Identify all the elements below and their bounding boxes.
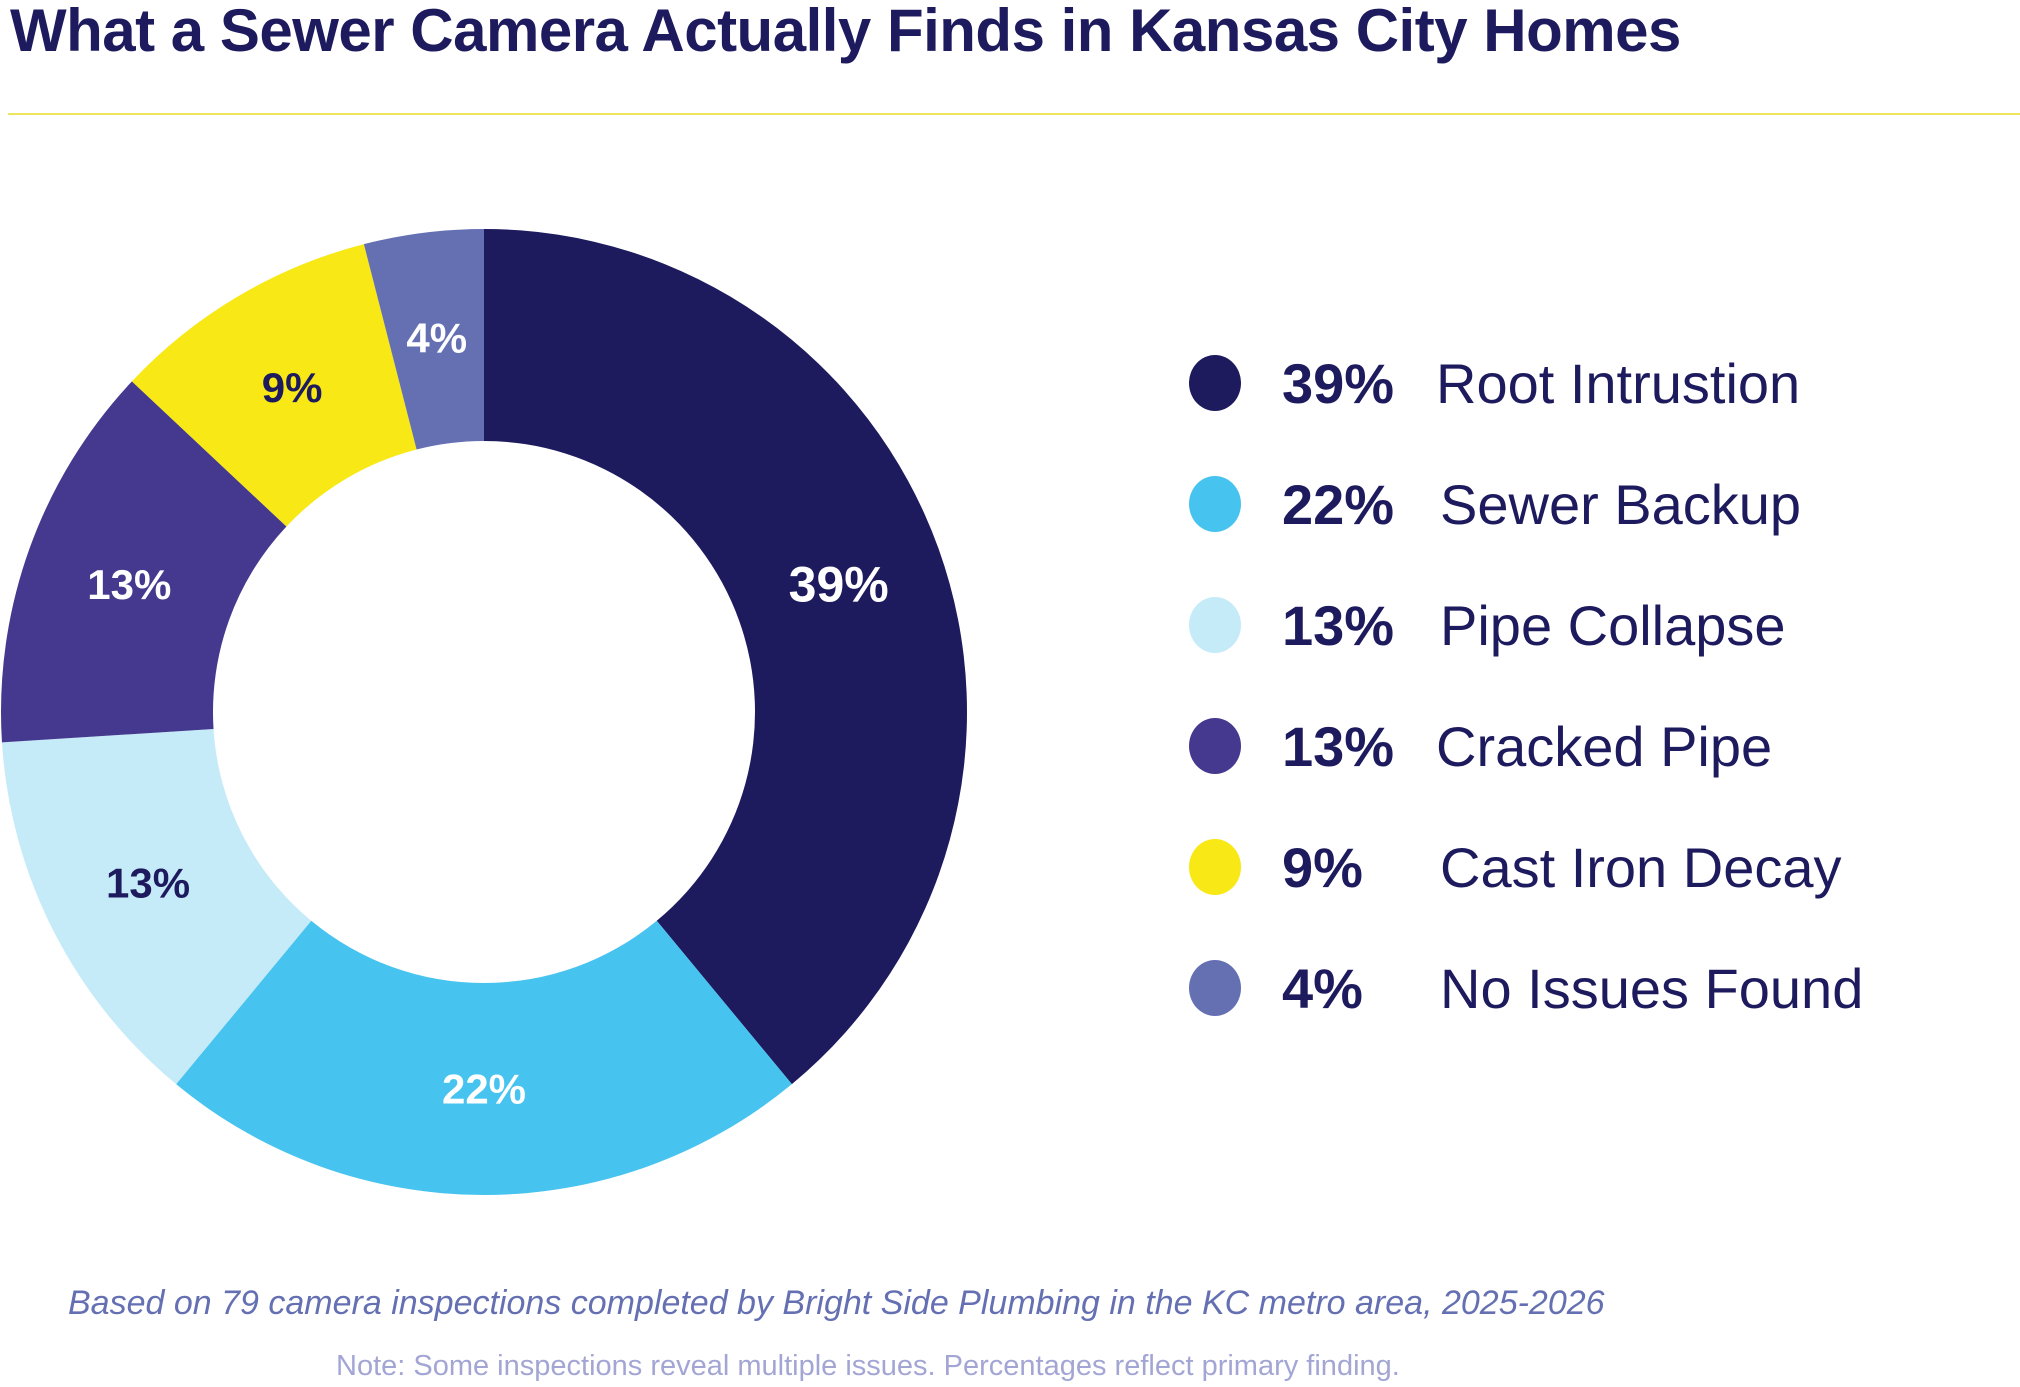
legend-percent: 22%: [1282, 472, 1395, 536]
donut-chart: 39% 22% 13% 13% 9% 4%: [1, 229, 967, 1195]
slice-label: 13%: [106, 860, 190, 907]
legend-label: Root Intrustion: [1436, 351, 1801, 415]
title-divider: [8, 113, 2020, 115]
legend-item: 4% No Issues Found: [1189, 957, 1863, 1020]
donut-slice-sewer-backup: [176, 920, 792, 1195]
legend-percent: 13%: [1282, 593, 1395, 657]
donut-slice-pipe-collapse: [1, 729, 312, 1085]
donut-slice-cracked-pipe: [1, 381, 287, 743]
legend-swatch: [1189, 839, 1241, 895]
legend-percent: 9%: [1282, 835, 1363, 899]
slice-label: 22%: [442, 1066, 526, 1113]
legend-swatch: [1189, 355, 1241, 411]
legend-swatch: [1189, 476, 1241, 532]
source-note: Based on 79 camera inspections completed…: [68, 1284, 1605, 1322]
legend-item: 22% Sewer Backup: [1189, 473, 1801, 536]
legend-item: 13% Pipe Collapse: [1189, 594, 1786, 657]
slice-label: 39%: [789, 556, 889, 612]
legend-swatch: [1189, 718, 1241, 774]
legend-percent: 13%: [1282, 714, 1395, 778]
legend-label: Sewer Backup: [1440, 472, 1802, 536]
donut-slice-root-intrustion: [484, 229, 967, 1085]
legend-percent: 4%: [1282, 956, 1363, 1020]
footnote: Note: Some inspections reveal multiple i…: [336, 1350, 1400, 1382]
legend-label: No Issues Found: [1440, 956, 1864, 1020]
legend-percent: 39%: [1282, 351, 1395, 415]
donut-slice-cast-iron-decay: [131, 244, 417, 527]
legend-item: 9% Cast Iron Decay: [1189, 836, 1842, 899]
legend-label: Cast Iron Decay: [1440, 835, 1842, 899]
legend-item: 13% Cracked Pipe: [1189, 715, 1772, 778]
chart-title: What a Sewer Camera Actually Finds in Ka…: [10, 0, 1681, 64]
slice-label: 4%: [406, 314, 467, 361]
legend-item: 39% Root Intrustion: [1189, 352, 1800, 415]
legend-label: Cracked Pipe: [1436, 714, 1773, 778]
legend-swatch: [1189, 960, 1241, 1016]
legend-swatch: [1189, 597, 1241, 653]
slice-label: 9%: [262, 364, 323, 411]
donut-slice-no-issues-found: [363, 229, 484, 450]
legend-label: Pipe Collapse: [1440, 593, 1786, 657]
slice-label: 13%: [87, 561, 171, 608]
